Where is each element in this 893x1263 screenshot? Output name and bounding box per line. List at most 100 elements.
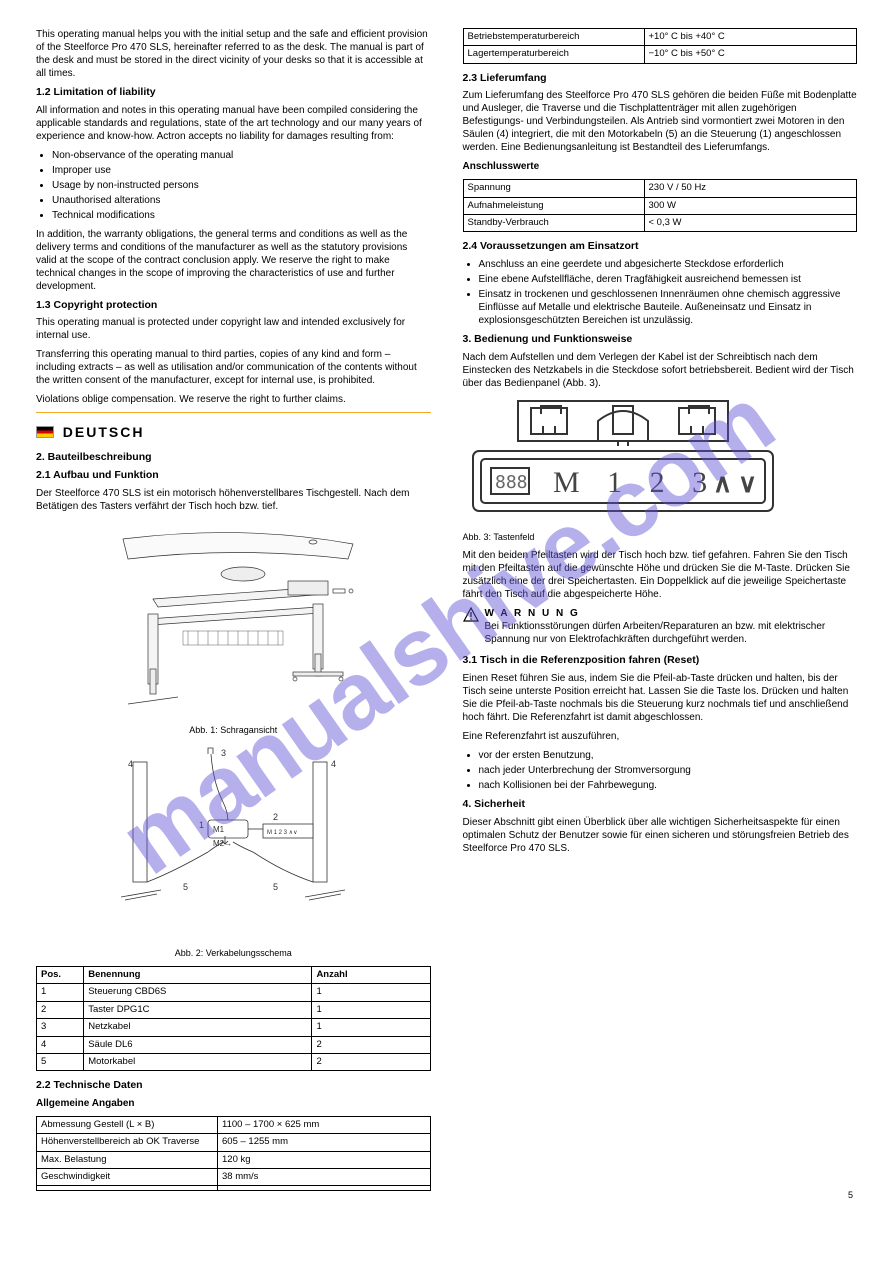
svg-text:1: 1 <box>199 820 204 830</box>
cell: 3 <box>37 1019 84 1036</box>
figure2-caption: Abb. 2: Verkabelungsschema <box>36 948 431 960</box>
warning-triangle-icon <box>463 607 479 623</box>
s31-list: vor der ersten Benutzung, nach jeder Unt… <box>463 749 858 792</box>
temp-range-table: Betriebstemperaturbereich+10° C bis +40°… <box>463 28 858 64</box>
s24-list: Anschluss an eine geerdete und abgesiche… <box>463 258 858 327</box>
heading-s22: 2.2 Technische Daten <box>36 1079 431 1093</box>
svg-text:3: 3 <box>221 748 226 758</box>
svg-text:4: 4 <box>128 759 133 769</box>
s3-paragraph: Nach dem Aufstellen und dem Verlegen der… <box>463 351 858 390</box>
svg-text:4: 4 <box>331 759 336 769</box>
svg-text:∧: ∧ <box>713 468 732 498</box>
figure-exploded-view <box>36 519 431 719</box>
intro-paragraph: This operating manual helps you with the… <box>36 28 431 80</box>
list-item: nach Kollisionen bei der Fahrbewegung. <box>479 779 858 792</box>
copyright-p1: This operating manual is protected under… <box>36 316 431 342</box>
german-flag-icon <box>36 426 54 438</box>
cell: Spannung <box>463 180 644 197</box>
cell <box>37 1186 218 1191</box>
panel-display-digits: 888 <box>495 472 528 493</box>
heading-copyright: 1.3 Copyright protection <box>36 299 431 313</box>
list-item: Usage by non-instructed persons <box>52 179 431 192</box>
cell: −10° C bis +50° C <box>644 46 857 63</box>
cell: 2 <box>312 1036 430 1053</box>
cell: 4 <box>37 1036 84 1053</box>
th-qty: Anzahl <box>312 967 430 984</box>
list-item: vor der ersten Benutzung, <box>479 749 858 762</box>
equipment-subhead: Anschlusswerte <box>463 160 858 173</box>
heading-s2: 2. Bauteilbeschreibung <box>36 451 431 465</box>
cell: 5 <box>37 1053 84 1070</box>
cell: Säule DL6 <box>84 1036 312 1053</box>
cell: Motorkabel <box>84 1053 312 1070</box>
s3-paragraph2: Mit den beiden Pfeiltasten wird der Tisc… <box>463 549 858 601</box>
figure-control-panel: 888 M 1 2 3 ∧ ∨ <box>463 396 858 526</box>
cell: 1100 – 1700 × 625 mm <box>218 1116 431 1133</box>
list-item: Technical modifications <box>52 209 431 222</box>
cell: Lagertemperaturbereich <box>463 46 644 63</box>
list-item: Non-observance of the operating manual <box>52 149 431 162</box>
language-title: DEUTSCH <box>63 423 145 441</box>
cell: Standby-Verbrauch <box>463 215 644 232</box>
cell: Abmessung Gestell (L × B) <box>37 1116 218 1133</box>
cell: 2 <box>37 1001 84 1018</box>
heading-s23: 2.3 Lieferumfang <box>463 72 858 86</box>
general-specs-table: Abmessung Gestell (L × B)1100 – 1700 × 6… <box>36 1116 431 1191</box>
heading-s4: 4. Sicherheit <box>463 798 858 812</box>
heading-s3: 3. Bedienung und Funktionsweise <box>463 333 858 347</box>
cell: Steuerung CBD6S <box>84 984 312 1001</box>
page-number: 5 <box>848 1190 853 1202</box>
cell: 38 mm/s <box>218 1168 431 1185</box>
heading-s31: 3.1 Tisch in die Referenzposition fahren… <box>463 654 858 668</box>
s21-paragraph: Der Steelforce 470 SLS ist ein motorisch… <box>36 487 431 513</box>
th-pos: Pos. <box>37 967 84 984</box>
cell: Betriebstemperaturbereich <box>463 29 644 46</box>
cell: 230 V / 50 Hz <box>644 180 857 197</box>
general-subhead: Allgemeine Angaben <box>36 1097 431 1110</box>
cell: < 0,3 W <box>644 215 857 232</box>
heading-s21: 2.1 Aufbau und Funktion <box>36 469 431 483</box>
list-item: Anschluss an eine geerdete und abgesiche… <box>479 258 858 271</box>
svg-text:M 1 2 3 ∧∨: M 1 2 3 ∧∨ <box>267 830 297 836</box>
figure3-caption: Abb. 3: Tastenfeld <box>463 532 858 544</box>
copyright-p2: Transferring this operating manual to th… <box>36 348 431 387</box>
figure1-caption: Abb. 1: Schragansicht <box>36 725 431 737</box>
liability-list: Non-observance of the operating manual I… <box>36 149 431 222</box>
cell: 1 <box>37 984 84 1001</box>
cell: 1 <box>312 1019 430 1036</box>
cell: +10° C bis +40° C <box>644 29 857 46</box>
cell: Netzkabel <box>84 1019 312 1036</box>
warning-title: W A R N U N G <box>485 607 858 620</box>
list-item: Eine ebene Aufstellfläche, deren Tragfäh… <box>479 273 858 286</box>
s4-paragraph: Dieser Abschnitt gibt einen Überblick üb… <box>463 816 858 855</box>
cell: Taster DPG1C <box>84 1001 312 1018</box>
cell: 1 <box>312 984 430 1001</box>
s23-paragraph: Zum Lieferumfang des Steelforce Pro 470 … <box>463 89 858 154</box>
cell: 605 – 1255 mm <box>218 1134 431 1151</box>
section-divider <box>36 412 431 413</box>
figure-wiring-diagram: 4 4 3 1 M1 M2→ <box>36 742 431 942</box>
list-item: Einsatz in trockenen und geschlossenen I… <box>479 288 858 327</box>
svg-text:5: 5 <box>183 882 188 892</box>
svg-text:∨: ∨ <box>738 468 757 498</box>
copyright-p3: Violations oblige compensation. We reser… <box>36 393 431 406</box>
parts-table: Pos. Benennung Anzahl 1Steuerung CBD6S1 … <box>36 966 431 1071</box>
svg-text:2: 2 <box>273 812 278 822</box>
cell <box>218 1186 431 1191</box>
cell: Höhenverstellbereich ab OK Traverse <box>37 1134 218 1151</box>
svg-text:M 1 2 3: M 1 2 3 <box>553 466 717 499</box>
list-item: Improper use <box>52 164 431 177</box>
liability-p2: In addition, the warranty obligations, t… <box>36 228 431 293</box>
s31-paragraph1: Einen Reset führen Sie aus, indem Sie di… <box>463 672 858 724</box>
liability-p1: All information and notes in this operat… <box>36 104 431 143</box>
warning-block: W A R N U N G Bei Funktionsstörungen dür… <box>463 607 858 646</box>
heading-s24: 2.4 Voraussetzungen am Einsatzort <box>463 240 858 254</box>
warning-body: Bei Funktionsstörungen dürfen Arbeiten/R… <box>485 620 858 646</box>
cell: Aufnahmeleistung <box>463 197 644 214</box>
cell: 2 <box>312 1053 430 1070</box>
cell: Geschwindigkeit <box>37 1168 218 1185</box>
list-item: Unauthorised alterations <box>52 194 431 207</box>
cell: Max. Belastung <box>37 1151 218 1168</box>
th-name: Benennung <box>84 967 312 984</box>
heading-liability: 1.2 Limitation of liability <box>36 86 431 100</box>
